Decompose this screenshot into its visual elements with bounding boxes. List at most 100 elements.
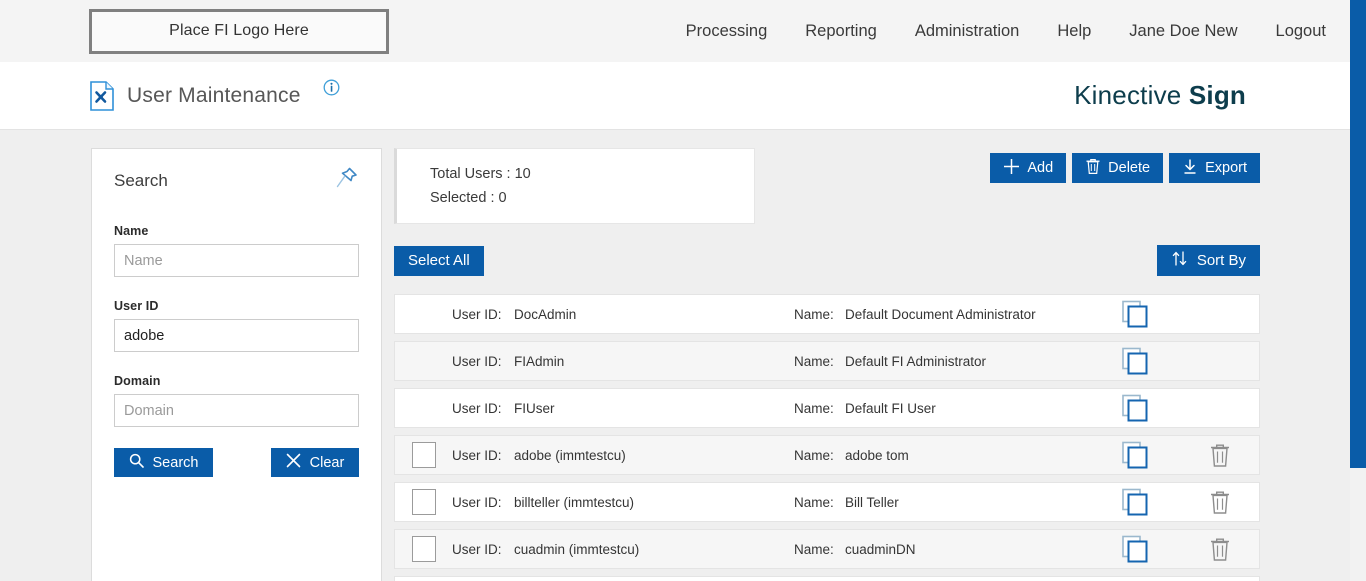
stats-and-actions-row: Total Users : 10 Selected : 0 Add: [394, 148, 1260, 224]
selected-count: Selected : 0: [430, 190, 507, 206]
user-id-value: cuadmin (immtestcu): [514, 541, 640, 557]
export-button-label: Export: [1205, 160, 1247, 176]
nav-item-logout[interactable]: Logout: [1275, 21, 1326, 40]
name-value: adobe tom: [845, 447, 909, 463]
page-title-group: User Maintenance: [90, 79, 340, 113]
row-checkbox[interactable]: [411, 489, 436, 515]
pin-icon[interactable]: [333, 165, 359, 196]
domain-input[interactable]: [114, 394, 359, 427]
row-delete-icon[interactable]: [1200, 443, 1240, 468]
main-nav: Processing Reporting Administration Help…: [686, 22, 1326, 41]
name-value: cuadminDN: [845, 541, 916, 557]
action-buttons: Add Delete: [990, 148, 1260, 183]
content-area: Search Name User ID Domain: [0, 130, 1366, 581]
search-button[interactable]: Search: [114, 448, 213, 477]
vertical-scrollbar-track[interactable]: [1350, 0, 1366, 581]
page-title-bar: User Maintenance Kinective Sign: [0, 62, 1366, 130]
row-checkbox-cell: [395, 442, 452, 468]
row-checkbox[interactable]: [411, 536, 436, 562]
nav-item-reporting[interactable]: Reporting: [805, 21, 877, 40]
user-table: User ID: DocAdmin Name: Default Document Ad…: [394, 294, 1260, 581]
name-value: Default FI Administrator: [845, 353, 987, 369]
select-all-button[interactable]: Select All: [394, 245, 484, 276]
copy-icon[interactable]: [1115, 300, 1155, 328]
results-column: Total Users : 10 Selected : 0 Add: [394, 148, 1260, 581]
table-row[interactable]: User ID: FIUser Name: Default FI User: [394, 388, 1260, 428]
brand-logo: Kinective Sign: [1074, 80, 1246, 111]
table-row[interactable]: User ID: billteller (immtestcu) Name: Bill …: [394, 482, 1260, 522]
row-checkbox-cell: [395, 489, 452, 515]
delete-button-label: Delete: [1108, 160, 1151, 176]
name-field-label: Name: [114, 224, 149, 238]
search-panel-title: Search: [114, 171, 168, 190]
total-users-count: Total Users : 10: [430, 166, 531, 182]
export-button[interactable]: Export: [1169, 153, 1260, 183]
user-id-column-label: User ID:: [452, 400, 502, 416]
copy-icon[interactable]: [1115, 347, 1155, 375]
user-id-value: adobe (immtestcu): [514, 447, 626, 463]
nav-item-administration[interactable]: Administration: [914, 21, 1020, 40]
nav-item-user-account[interactable]: Jane Doe New: [1129, 21, 1238, 40]
search-icon: [129, 453, 144, 472]
user-id-column-label: User ID:: [452, 494, 502, 510]
copy-icon[interactable]: [1115, 394, 1155, 422]
sort-by-button[interactable]: Sort By: [1156, 245, 1260, 276]
sort-arrows-icon: [1171, 250, 1188, 271]
clear-button-label: Clear: [309, 454, 345, 471]
table-row[interactable]: User ID: DocAdmin Name: Default Document Ad…: [394, 294, 1260, 334]
nav-item-help[interactable]: Help: [1057, 21, 1092, 40]
copy-icon[interactable]: [1115, 488, 1155, 516]
copy-icon[interactable]: [1115, 441, 1155, 469]
delete-button[interactable]: Delete: [1072, 153, 1164, 183]
domain-field-label: Domain: [114, 374, 161, 388]
trash-icon: [1085, 158, 1101, 179]
info-icon[interactable]: [323, 79, 340, 101]
clear-button[interactable]: Clear: [271, 448, 359, 477]
name-value: Default FI User: [845, 400, 936, 416]
vertical-scrollbar-thumb[interactable]: [1350, 0, 1366, 468]
fi-logo-placeholder-text: Place FI Logo Here: [169, 22, 309, 39]
user-id-value: DocAdmin: [514, 306, 577, 322]
stats-box: Total Users : 10 Selected : 0: [394, 148, 755, 224]
page-title: User Maintenance: [127, 83, 301, 107]
sort-by-label: Sort By: [1196, 252, 1246, 269]
search-panel-buttons: Search Clear: [114, 448, 359, 477]
add-button[interactable]: Add: [990, 153, 1067, 183]
user-id-column-label: User ID:: [452, 541, 502, 557]
row-delete-icon[interactable]: [1200, 490, 1240, 515]
brand-name-primary: Kinective: [1074, 80, 1189, 110]
search-panel: Search Name User ID Domain: [91, 148, 382, 581]
table-row[interactable]: User ID: FIAdmin Name: Default FI Administr…: [394, 341, 1260, 381]
close-icon: [286, 453, 301, 472]
top-header: Place FI Logo Here Processing Reporting …: [0, 0, 1366, 62]
name-value: Default Document Administrator: [845, 306, 1036, 322]
row-checkbox-cell: [395, 536, 452, 562]
row-delete-icon[interactable]: [1200, 537, 1240, 562]
name-column-label: Name:: [794, 400, 834, 416]
fi-logo-placeholder: Place FI Logo Here: [89, 8, 389, 54]
nav-item-processing[interactable]: Processing: [685, 21, 768, 40]
name-column-label: Name:: [794, 541, 834, 557]
download-icon: [1182, 158, 1198, 179]
row-checkbox[interactable]: [411, 442, 436, 468]
name-column-label: Name:: [794, 306, 834, 322]
copy-icon[interactable]: [1115, 535, 1155, 563]
results-toolbar: Select All Sort By: [394, 245, 1260, 276]
table-row[interactable]: User ID:dhamijTest1 (immtestcu)Name:dham…: [394, 576, 1260, 581]
table-row[interactable]: User ID: cuadmin (immtestcu) Name: cuadminD…: [394, 529, 1260, 569]
user-id-field-label: User ID: [114, 299, 159, 313]
document-tools-icon: [90, 80, 114, 111]
name-column-label: Name:: [794, 494, 834, 510]
table-row[interactable]: User ID: adobe (immtestcu) Name: adobe tom: [394, 435, 1260, 475]
user-id-column-label: User ID:: [452, 447, 502, 463]
user-id-column-label: User ID:: [452, 353, 502, 369]
plus-icon: [1003, 158, 1020, 179]
name-column-label: Name:: [794, 353, 834, 369]
add-button-label: Add: [1027, 160, 1054, 176]
user-id-value: billteller (immtestcu): [514, 494, 635, 510]
user-id-column-label: User ID:: [452, 306, 502, 322]
name-input[interactable]: [114, 244, 359, 277]
name-value: Bill Teller: [845, 494, 899, 510]
user-id-input[interactable]: [114, 319, 359, 352]
search-button-label: Search: [152, 454, 199, 471]
